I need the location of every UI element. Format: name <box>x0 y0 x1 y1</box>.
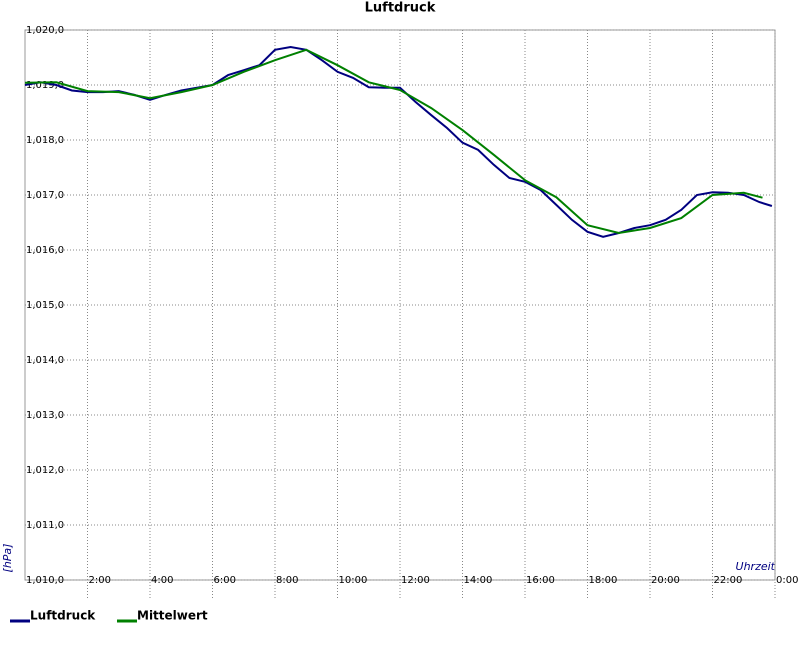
x-tick-label: 6:00 <box>214 575 236 586</box>
y-tick-label: 1,020,0 <box>26 25 64 36</box>
data-line <box>24 45 773 238</box>
y-tick-label: 1,015,0 <box>26 300 64 311</box>
x-tick-label: 2:00 <box>89 575 111 586</box>
x-tick-label: 0:00 <box>776 575 798 586</box>
data-line <box>24 48 763 235</box>
chart-title: Luftdruck <box>365 1 436 16</box>
x-tick-label: 18:00 <box>589 575 618 586</box>
y-tick-label: 1,017,0 <box>26 190 64 201</box>
x-tick-label: 16:00 <box>526 575 555 586</box>
x-tick-label: 8:00 <box>276 575 298 586</box>
legend-label: Mittelwert <box>137 609 208 623</box>
y-tick-label: 1,014,0 <box>26 355 64 366</box>
x-tick-label: 20:00 <box>651 575 680 586</box>
y-tick-label: 1,018,0 <box>26 135 64 146</box>
x-tick-label: 22:00 <box>714 575 743 586</box>
x-tick-label: 14:00 <box>464 575 493 586</box>
x-tick-label: 10:00 <box>339 575 368 586</box>
y-tick-label: 1,016,0 <box>26 245 64 256</box>
y-tick-label: 1,010,0 <box>26 575 64 586</box>
y-axis-label: [hPa] <box>1 544 14 573</box>
x-tick-label: 12:00 <box>401 575 430 586</box>
x-axis-label: Uhrzeit <box>736 560 776 573</box>
y-tick-label: 1,011,0 <box>26 520 64 531</box>
y-tick-label: 1,019,0 <box>26 80 64 91</box>
legend-label: Luftdruck <box>30 609 96 623</box>
x-tick-label: 4:00 <box>151 575 173 586</box>
y-tick-label: 1,013,0 <box>26 410 64 421</box>
y-tick-label: 1,012,0 <box>26 465 64 476</box>
